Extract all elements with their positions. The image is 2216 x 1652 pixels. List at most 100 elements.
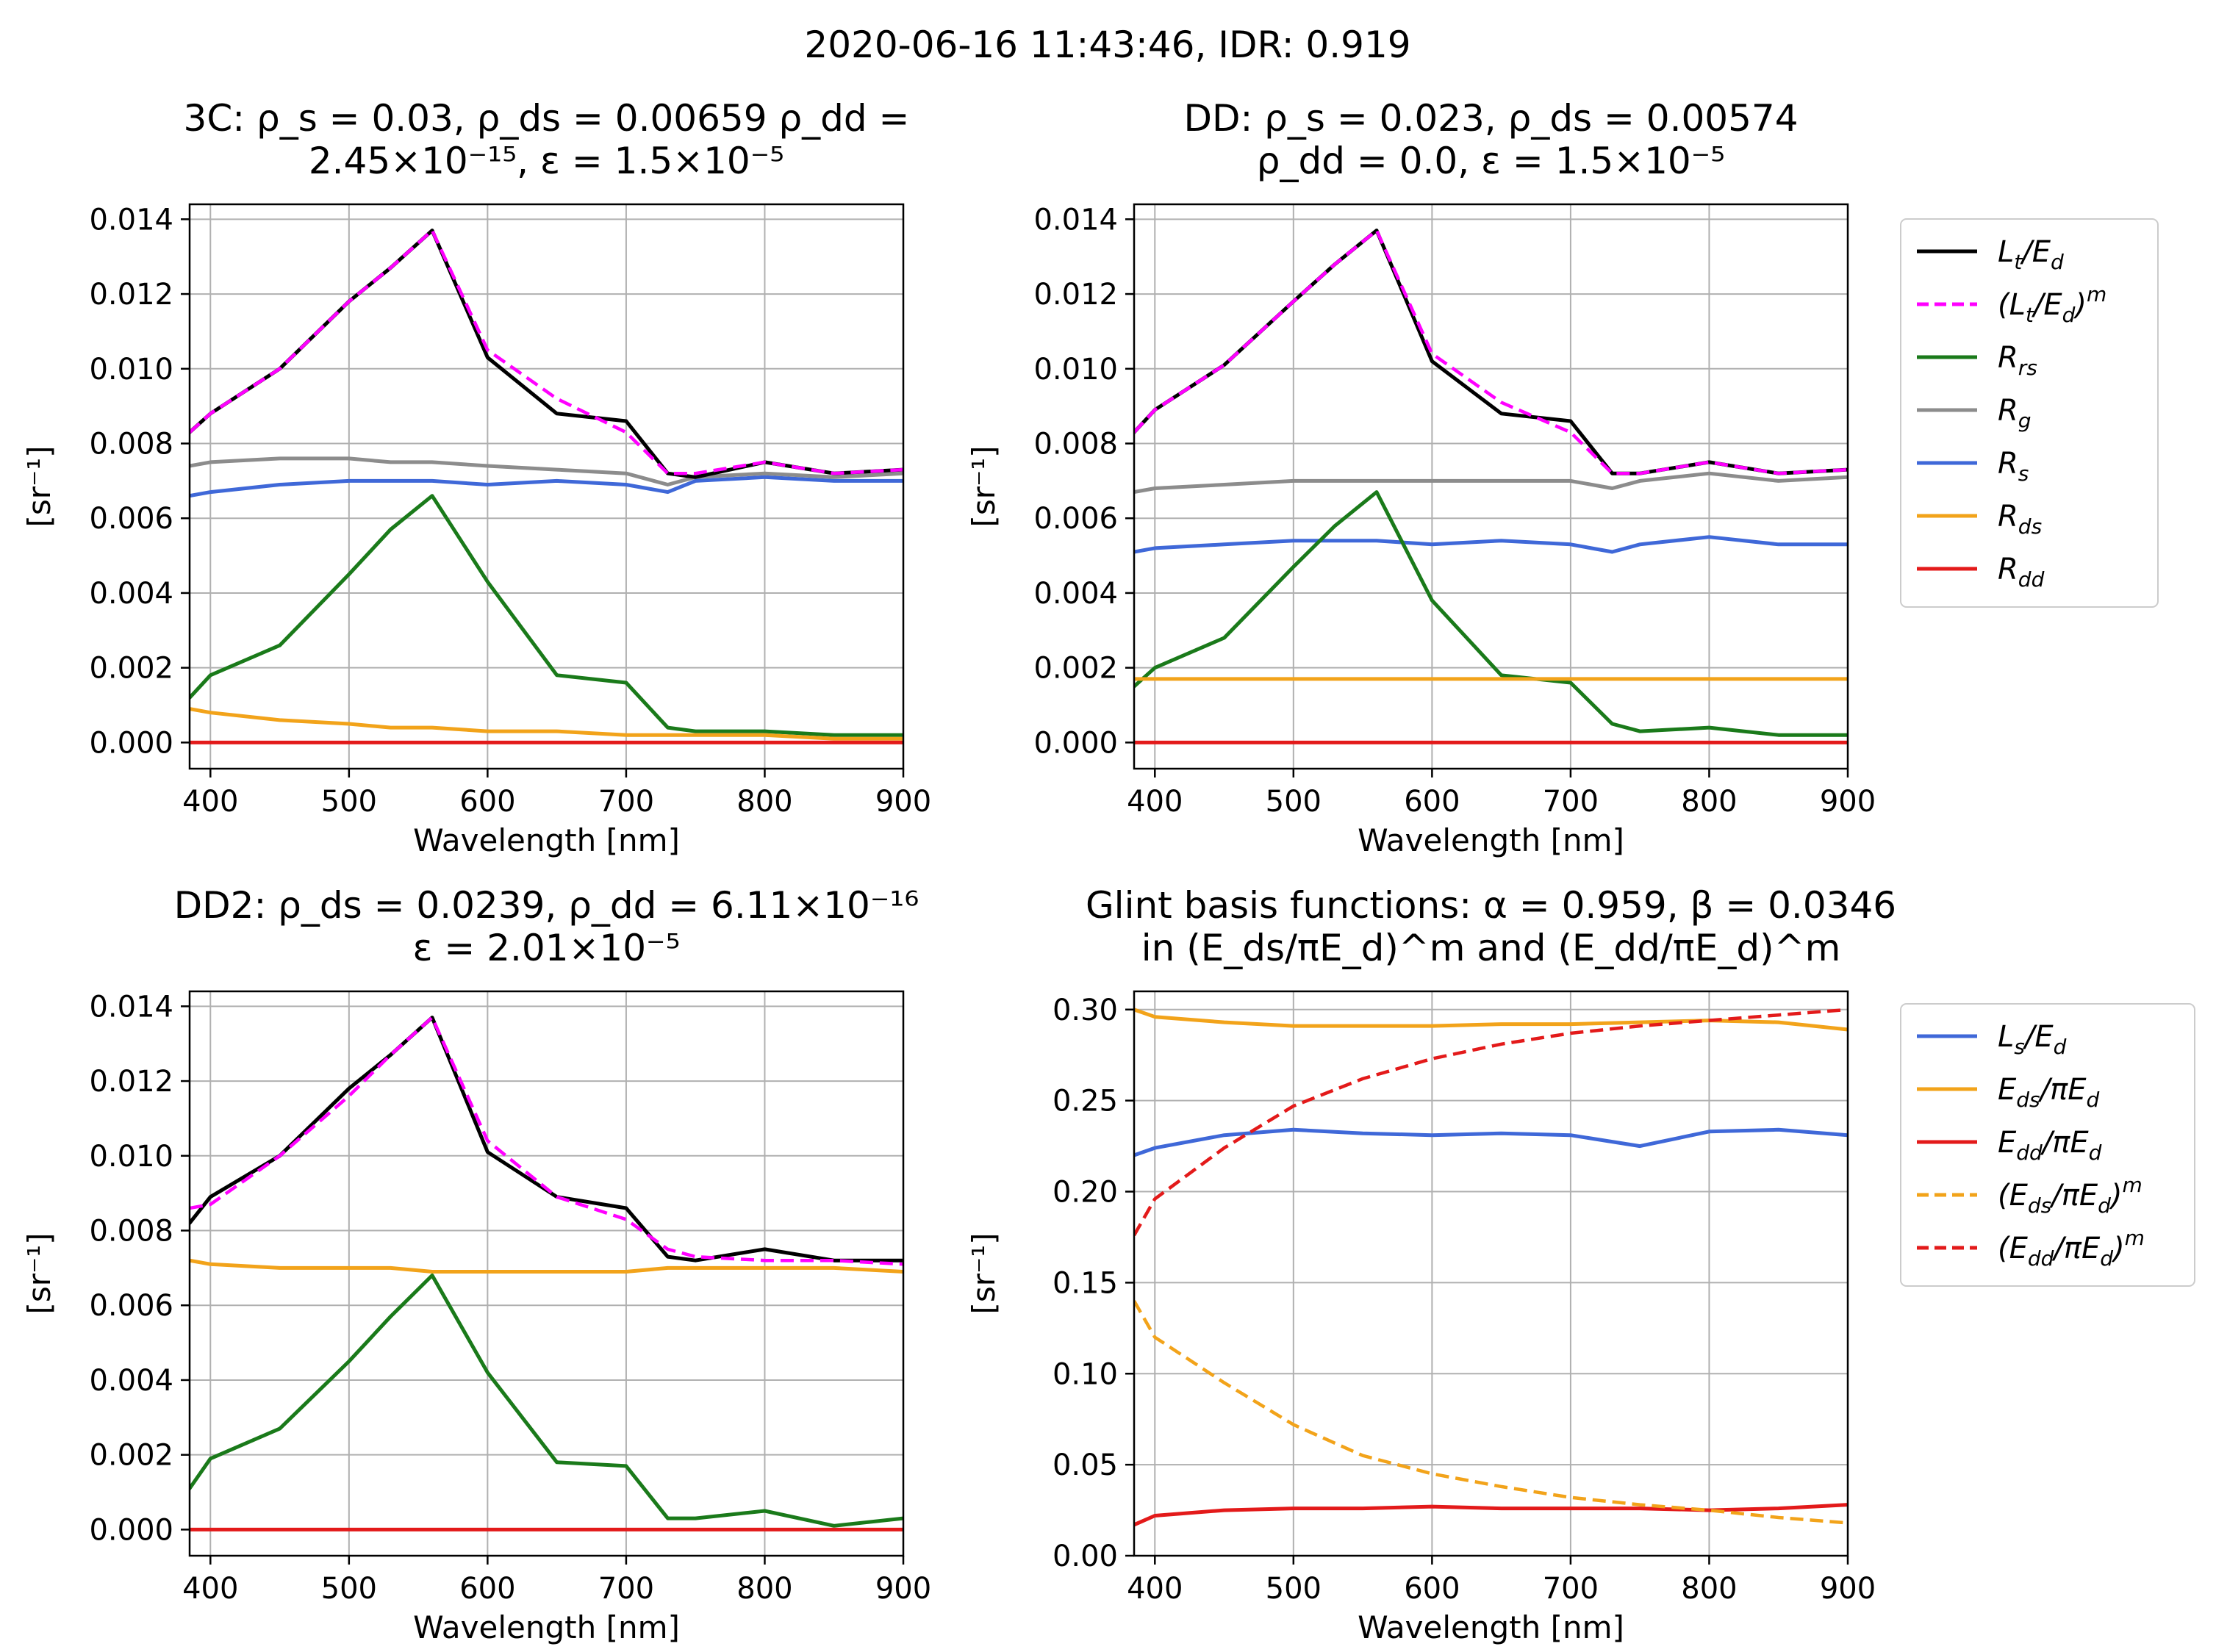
- x-tick-label: 500: [321, 1572, 377, 1606]
- y-tick-label: 0.002: [89, 1439, 173, 1473]
- series-line--l-t-e-d-m: [1134, 229, 1848, 475]
- chart-title-line-1: DD2: ρ_ds = 0.0239, ρ_dd = 6.11×10⁻¹⁶: [174, 884, 919, 927]
- x-tick-label: 500: [1266, 785, 1322, 819]
- legend-label: Rdd: [1998, 553, 2045, 592]
- y-tick-label: 0.000: [1033, 726, 1118, 760]
- legend-label: (Lt/Ed)m: [1998, 282, 2106, 327]
- y-tick-label: 0.008: [89, 428, 173, 462]
- legend-label: Rg: [1998, 394, 2032, 433]
- chart-title-line-2: 2.45×10⁻¹⁵, ε = 1.5×10⁻⁵: [309, 140, 784, 182]
- axes-frame: [1133, 203, 1849, 770]
- legend-label: Ls/Ed: [1998, 1020, 2067, 1059]
- x-tick-label: 900: [1820, 785, 1876, 819]
- legend-top: Lt/Ed (Lt/Ed)m Rrs Rg Rs Rds Rdd: [1900, 218, 2159, 608]
- axes-frame: [1133, 990, 1849, 1557]
- y-tick-label: 0.012: [89, 278, 173, 312]
- series-line-r-s: [1134, 535, 1848, 554]
- series-line-r-rs: [190, 1274, 903, 1528]
- series-line-r-rs: [190, 494, 903, 737]
- axes-frame: [188, 990, 905, 1557]
- x-axis-label: Wavelength [nm]: [1358, 822, 1624, 858]
- legend-label: Rds: [1998, 500, 2042, 539]
- y-tick-label: 0.004: [89, 1364, 173, 1398]
- y-tick-label: 0.008: [1033, 428, 1118, 462]
- legend-label: Edd/πEd: [1998, 1126, 2102, 1165]
- y-tick-label: 0.15: [1053, 1266, 1118, 1300]
- x-tick-label: 900: [1820, 1572, 1876, 1606]
- x-tick-label: 600: [459, 785, 515, 819]
- legend-frame: [1900, 218, 2159, 608]
- y-tick-label: 0.010: [1033, 353, 1118, 387]
- chart-title-line-2: ρ_dd = 0.0, ε = 1.5×10⁻⁵: [1257, 140, 1725, 182]
- x-axis-label: Wavelength [nm]: [413, 1609, 680, 1645]
- y-tick-label: 0.20: [1053, 1176, 1118, 1210]
- chart-p3c: 400 500 600 700 800 900 0.000 0.002 0.004 0.006 0.…: [21, 97, 931, 858]
- chart-title-line-1: Glint basis functions: α = 0.959, β = 0.…: [1086, 884, 1896, 927]
- chart-title-line-2: ε = 2.01×10⁻⁵: [413, 927, 681, 969]
- legend-label: Eds/πEd: [1998, 1073, 2100, 1112]
- x-tick-label: 400: [182, 1572, 238, 1606]
- series-line-l-t-e-d: [190, 229, 903, 479]
- chart-pdd2: 400 500 600 700 800 900 0.000 0.002 0.004 0.006 0.…: [21, 884, 931, 1645]
- y-tick-label: 0.00: [1053, 1540, 1118, 1573]
- x-tick-label: 900: [875, 785, 931, 819]
- chart-title-line-1: DD: ρ_s = 0.023, ρ_ds = 0.00574: [1183, 97, 1798, 140]
- y-axis-label: [sr⁻¹]: [966, 1233, 1002, 1315]
- y-axis-label: [sr⁻¹]: [966, 446, 1002, 528]
- series-line-r-g: [1134, 471, 1848, 495]
- chart-title-line-2: in (E_ds/πE_d)^m and (E_dd/πE_d)^m: [1141, 927, 1841, 969]
- x-axis-label: Wavelength [nm]: [1358, 1609, 1624, 1645]
- legend-frame: [1900, 1003, 2195, 1287]
- y-tick-label: 0.006: [1033, 502, 1118, 536]
- x-tick-label: 400: [1127, 785, 1183, 819]
- y-tick-label: 0.014: [1033, 203, 1118, 237]
- y-tick-label: 0.000: [89, 1513, 173, 1547]
- y-tick-label: 0.002: [89, 652, 173, 686]
- chart-title-line-1: 3C: ρ_s = 0.03, ρ_ds = 0.00659 ρ_dd =: [184, 97, 910, 140]
- series-line-l-t-e-d: [1134, 229, 1848, 475]
- y-tick-label: 0.014: [89, 203, 173, 237]
- legend-label: (Eds/πEd)m: [1998, 1173, 2143, 1218]
- x-tick-label: 500: [321, 785, 377, 819]
- y-tick-label: 0.014: [89, 990, 173, 1024]
- x-tick-label: 800: [1681, 785, 1737, 819]
- y-tick-label: 0.000: [89, 726, 173, 760]
- x-tick-label: 600: [459, 1572, 515, 1606]
- x-tick-label: 800: [736, 1572, 792, 1606]
- series-line-r-ds: [190, 1258, 903, 1274]
- y-tick-label: 0.010: [89, 1140, 173, 1174]
- x-tick-label: 700: [1543, 1572, 1599, 1606]
- x-axis-label: Wavelength [nm]: [413, 822, 680, 858]
- series-line--l-t-e-d-m: [190, 229, 903, 475]
- x-tick-label: 400: [182, 785, 238, 819]
- y-tick-label: 0.002: [1033, 652, 1118, 686]
- legend-label: Rrs: [1998, 341, 2037, 380]
- x-tick-label: 500: [1266, 1572, 1322, 1606]
- series-line-r-ds: [190, 707, 903, 741]
- legend-bottom: Ls/Ed Eds/πEd Edd/πEd (Eds/πEd)m (Edd/πEd)m: [1900, 1003, 2195, 1287]
- x-tick-label: 800: [736, 785, 792, 819]
- y-axis-label: [sr⁻¹]: [21, 1233, 57, 1315]
- x-tick-label: 600: [1404, 785, 1460, 819]
- y-tick-label: 0.006: [89, 502, 173, 536]
- series-line--e-dd-e-d-m: [1134, 1008, 1848, 1237]
- chart-pglint: 400 500 600 700 800 900 0.00 0.05 0.10 0.15 0.20 0.…: [966, 884, 1896, 1645]
- series-line--l-t-e-d-m: [190, 1016, 903, 1266]
- series-line--e-ds-e-d-m: [1134, 1300, 1848, 1525]
- x-tick-label: 400: [1127, 1572, 1183, 1606]
- axes-frame: [188, 203, 905, 770]
- series-line-l-s-e-d: [1134, 1127, 1848, 1157]
- series-line-r-g: [190, 456, 903, 486]
- figure-suptitle: 2020-06-16 11:43:46, IDR: 0.919: [804, 24, 1410, 66]
- y-tick-label: 0.004: [89, 577, 173, 611]
- series-line-r-s: [190, 475, 903, 498]
- y-tick-label: 0.05: [1053, 1448, 1118, 1482]
- y-axis-label: [sr⁻¹]: [21, 446, 57, 528]
- x-tick-label: 900: [875, 1572, 931, 1606]
- x-tick-label: 700: [598, 785, 654, 819]
- chart-pdd: 400 500 600 700 800 900 0.000 0.002 0.004 0.006 0.…: [966, 97, 1876, 858]
- y-tick-label: 0.012: [89, 1065, 173, 1099]
- legend-label: (Edd/πEd)m: [1998, 1226, 2145, 1271]
- x-tick-label: 800: [1681, 1572, 1737, 1606]
